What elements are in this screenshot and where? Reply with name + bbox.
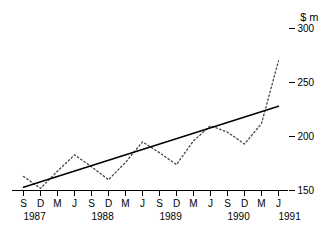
svg-text:S: S — [88, 198, 95, 209]
svg-text:1989: 1989 — [160, 211, 183, 222]
svg-text:M: M — [53, 198, 61, 209]
svg-text:J: J — [72, 198, 77, 209]
svg-text:J: J — [140, 198, 145, 209]
svg-text:M: M — [121, 198, 129, 209]
svg-text:S: S — [156, 198, 163, 209]
svg-text:1988: 1988 — [92, 211, 115, 222]
svg-text:S: S — [224, 198, 231, 209]
svg-text:150: 150 — [298, 185, 315, 196]
svg-text:M: M — [189, 198, 197, 209]
svg-text:$ m: $ m — [300, 11, 318, 23]
svg-text:1990: 1990 — [228, 211, 251, 222]
svg-text:300: 300 — [298, 23, 315, 34]
svg-text:1987: 1987 — [24, 211, 47, 222]
svg-text:J: J — [276, 198, 281, 209]
svg-text:S: S — [20, 198, 27, 209]
svg-text:D: D — [241, 198, 248, 209]
svg-text:J: J — [208, 198, 213, 209]
svg-text:M: M — [257, 198, 265, 209]
svg-text:D: D — [105, 198, 112, 209]
svg-text:250: 250 — [298, 77, 315, 88]
svg-text:200: 200 — [298, 131, 315, 142]
svg-text:D: D — [173, 198, 180, 209]
svg-text:1991: 1991 — [279, 211, 302, 222]
svg-text:D: D — [37, 198, 44, 209]
